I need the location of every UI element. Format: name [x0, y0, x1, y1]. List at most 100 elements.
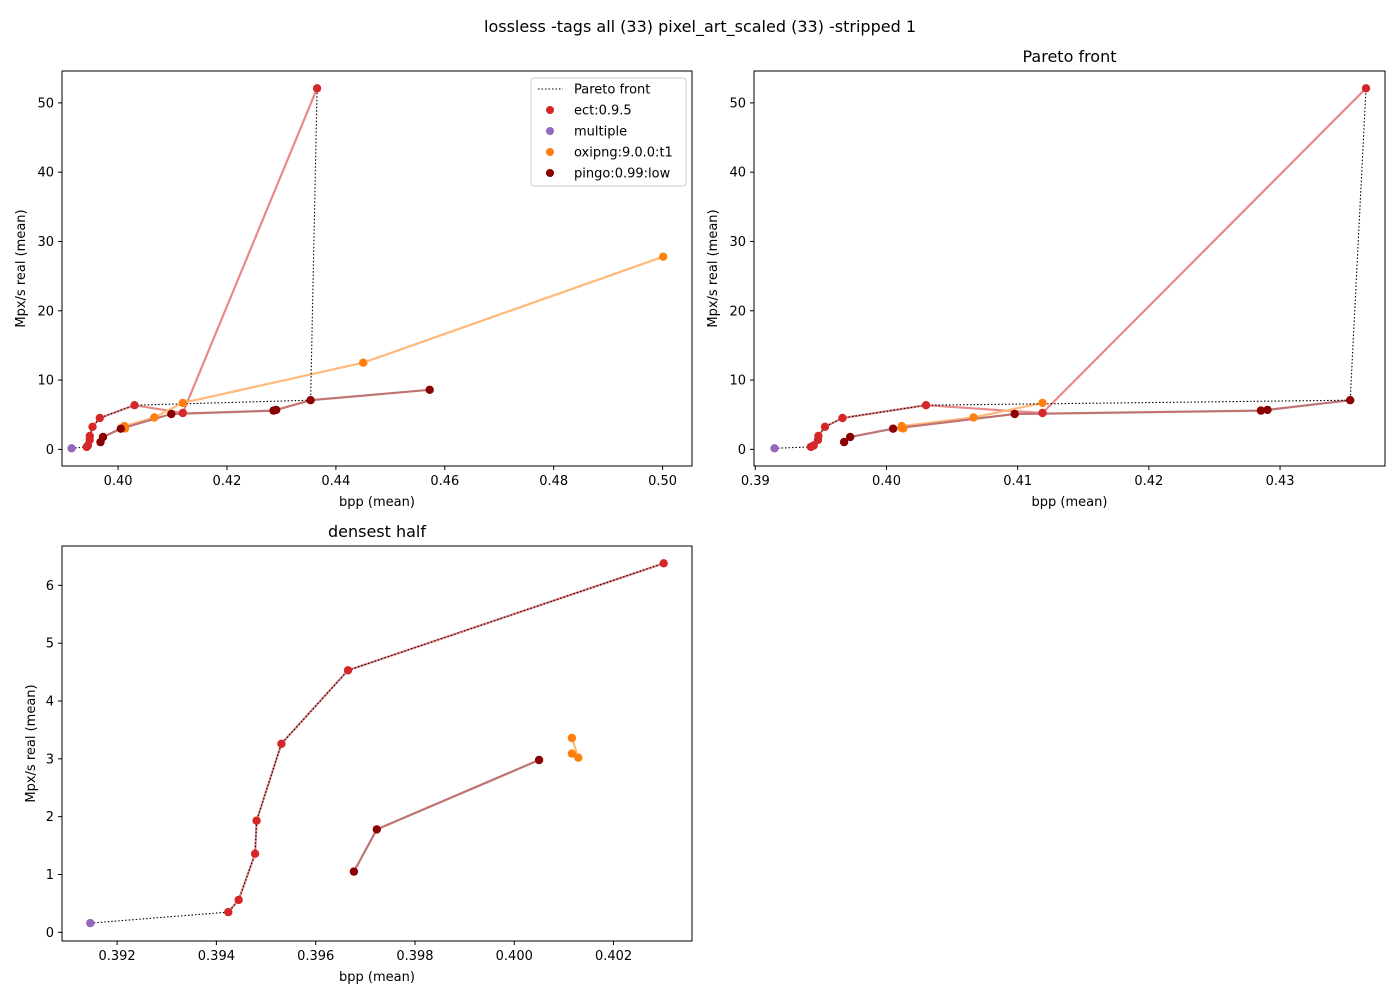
x-tick-label: 0.42 [1134, 474, 1163, 489]
y-axis-label: Mpx/s real (mean) [24, 684, 39, 802]
series-line-ect-0-9-5 [810, 87, 1367, 448]
y-tick-label: 20 [729, 304, 746, 319]
data-point-pingo-0-99-low [98, 432, 108, 442]
x-tick-label: 0.41 [1003, 474, 1032, 489]
y-tick-label: 0 [738, 443, 746, 458]
series-line-oxipng-9-0-0-t1 [123, 255, 664, 431]
legend-marker-multiple [546, 127, 554, 135]
data-point-oxipng-9-0-0-t1 [574, 753, 583, 762]
pareto-front-line [774, 88, 1367, 449]
y-tick-label: 40 [37, 166, 54, 181]
data-point-ect-0-9-5 [1038, 408, 1047, 418]
data-point-multiple [67, 444, 76, 453]
data-point-ect-0-9-5 [921, 401, 931, 410]
legend-marker-ect-0-9-5 [546, 106, 554, 114]
data-point-multiple [770, 444, 779, 453]
data-point-ect-0-9-5 [250, 849, 260, 858]
data-point-pingo-0-99-low [1010, 409, 1019, 419]
y-axis-label: Mpx/s real (mean) [14, 209, 29, 327]
data-point-pingo-0-99-low [116, 424, 126, 433]
data-point-ect-0-9-5 [814, 431, 823, 441]
y-tick-label: 5 [46, 637, 54, 652]
data-point-pingo-0-99-low [372, 825, 381, 834]
data-point-ect-0-9-5 [130, 401, 139, 410]
y-tick-label: 0 [46, 926, 54, 941]
data-point-pingo-0-99-low [425, 385, 434, 394]
data-point-multiple [86, 918, 95, 928]
data-point-ect-0-9-5 [277, 739, 286, 748]
data-point-pingo-0-99-low [534, 755, 544, 765]
data-point-pingo-0-99-low [1256, 406, 1266, 415]
legend-marker-pingo-0-99-low [546, 169, 554, 177]
x-axis-label: bpp (mean) [339, 970, 415, 985]
x-axis-label: bpp (mean) [1032, 495, 1108, 510]
figure-title: lossless -tags all (33) pixel_art_scaled… [484, 17, 916, 36]
legend: Pareto front ect:0.9.5 multiple oxipng:9.0.… [530, 77, 687, 187]
legend-label-pingo-0-99-low: pingo:0.99:low [574, 167, 671, 182]
data-point-ect-0-9-5 [88, 422, 97, 431]
data-point-pingo-0-99-low [839, 437, 849, 447]
axes-frame [61, 70, 693, 467]
data-point-oxipng-9-0-0-t1 [969, 413, 978, 422]
x-tick-label: 0.400 [496, 949, 533, 964]
data-point-pingo-0-99-low [1346, 396, 1355, 405]
data-point-ect-0-9-5 [85, 431, 95, 441]
data-point-ect-0-9-5 [234, 895, 243, 905]
pareto-front-line [90, 562, 664, 924]
series-line-ect-0-9-5 [85, 87, 319, 448]
data-point-ect-0-9-5 [252, 816, 261, 825]
x-tick-label: 0.43 [1266, 474, 1295, 489]
data-point-ect-0-9-5 [838, 413, 847, 423]
x-tick-label: 0.42 [213, 474, 242, 489]
axes-frame [753, 70, 1386, 467]
y-axis-label: Mpx/s real (mean) [706, 209, 721, 327]
x-tick-label: 0.48 [539, 474, 568, 489]
y-tick-label: 40 [729, 166, 746, 181]
x-tick-label: 0.398 [396, 949, 433, 964]
data-point-ect-0-9-5 [343, 666, 353, 675]
data-point-pingo-0-99-low [306, 396, 315, 405]
y-tick-label: 30 [37, 235, 54, 250]
series-line-pingo-0-99-low [352, 758, 540, 873]
series-line-pingo-0-99-low [99, 388, 430, 443]
data-point-oxipng-9-0-0-t1 [659, 252, 668, 261]
data-point-ect-0-9-5 [178, 408, 187, 418]
y-tick-label: 10 [729, 374, 746, 389]
y-tick-label: 50 [729, 96, 746, 111]
x-tick-label: 0.39 [741, 474, 770, 489]
axes-frame [61, 545, 693, 942]
pareto-front-line [71, 88, 318, 449]
data-point-oxipng-9-0-0-t1 [897, 421, 906, 431]
x-tick-label: 0.44 [321, 474, 350, 489]
subplot-title: Pareto front [1022, 47, 1116, 66]
legend-frame [530, 77, 687, 187]
y-tick-label: 4 [46, 694, 54, 709]
data-point-oxipng-9-0-0-t1 [359, 358, 368, 367]
y-tick-label: 30 [729, 235, 746, 250]
data-point-pingo-0-99-low [888, 424, 898, 433]
legend-label-oxipng-9-0-0-t1: oxipng:9.0.0:t1 [574, 146, 673, 161]
data-point-ect-0-9-5 [659, 559, 668, 568]
legend-label-pareto-front: Pareto front [574, 83, 650, 98]
data-point-ect-0-9-5 [224, 907, 233, 917]
x-tick-label: 0.396 [297, 949, 334, 964]
data-point-pingo-0-99-low [846, 432, 855, 442]
x-tick-label: 0.46 [430, 474, 459, 489]
data-point-oxipng-9-0-0-t1 [567, 749, 577, 758]
data-point-oxipng-9-0-0-t1 [567, 733, 577, 743]
data-point-ect-0-9-5 [820, 422, 830, 431]
subplot-title: densest half [328, 522, 426, 541]
legend-label-multiple: multiple [574, 125, 627, 140]
series-line-ect-0-9-5 [227, 562, 665, 913]
data-point-ect-0-9-5 [312, 84, 322, 93]
data-point-oxipng-9-0-0-t1 [1038, 398, 1047, 408]
x-tick-label: 0.40 [104, 474, 133, 489]
subplot-1: 0.40 0.42 0.44 0.46 0.48 0.50 0 10 20 30 40 50 bpp (… [14, 70, 693, 510]
y-tick-label: 1 [46, 868, 54, 883]
x-tick-label: 0.402 [595, 949, 632, 964]
x-tick-label: 0.50 [648, 474, 677, 489]
subplot-2: 0.39 0.40 0.41 0.42 0.43 0 10 20 30 40 50 bpp (mean… [706, 47, 1386, 510]
data-point-oxipng-9-0-0-t1 [150, 413, 159, 422]
x-axis-label: bpp (mean) [339, 495, 415, 510]
